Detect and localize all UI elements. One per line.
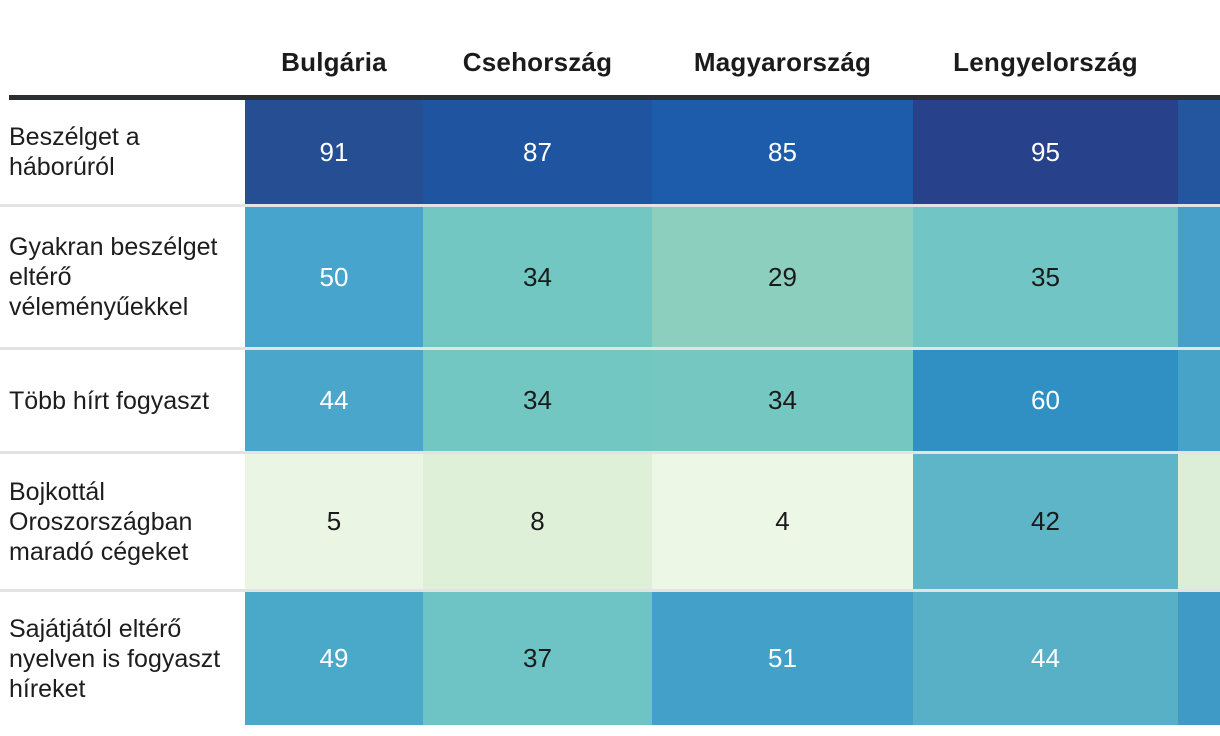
heatmap-cell: 51: [652, 592, 913, 725]
heatmap-cell: 4: [652, 454, 913, 589]
heatmap-cell: 91: [245, 100, 423, 204]
cell-value: 34: [768, 385, 797, 415]
row-label: Több hírt fogyaszt: [0, 350, 245, 451]
heatmap-cell: 34: [652, 350, 913, 451]
cell-value: 5: [326, 506, 342, 536]
cell-value: 91: [319, 136, 349, 167]
header-rule: [9, 95, 1220, 100]
cell-value: 34: [523, 261, 552, 292]
heatmap-cell: 95: [913, 100, 1178, 204]
heatmap-cell: 34: [423, 350, 652, 451]
cell-value: 50: [319, 261, 349, 292]
cell-value: 51: [768, 643, 797, 673]
heatmap-cell: 35: [913, 207, 1178, 347]
cell-value: 44: [319, 385, 349, 415]
cell-value: 87: [523, 136, 552, 167]
heatmap-cell: 8: [423, 454, 652, 589]
cell-value: 85: [768, 136, 797, 167]
table-row: Gyakran beszélget eltérő véleményűekkel …: [0, 204, 1220, 347]
table-body: Beszélget a háborúról 91 87 85 95 Gyakra…: [0, 100, 1220, 725]
heatmap-cell: 29: [652, 207, 913, 347]
heatmap-cell: 5: [245, 454, 423, 589]
heatmap-cell: [1178, 207, 1220, 347]
heatmap-cell: [1178, 454, 1220, 589]
heatmap-cell: [1178, 100, 1220, 204]
column-headers-row: Bulgária Csehország Magyarország Lengyel…: [0, 0, 1220, 95]
row-label: Beszélget a háborúról: [0, 100, 245, 204]
table-row: Sajátjától eltérő nyelven is fogyaszt hí…: [0, 589, 1220, 725]
cell-value: 37: [523, 643, 552, 673]
heatmap-cell: 87: [423, 100, 652, 204]
cell-value: 29: [768, 261, 797, 292]
heatmap-cell: 34: [423, 207, 652, 347]
table-row: Beszélget a háborúról 91 87 85 95: [0, 100, 1220, 204]
table-row: Bojkottál Oroszországban maradó cégeket …: [0, 451, 1220, 589]
cell-value: 60: [1031, 385, 1060, 415]
row-label: Sajátjától eltérő nyelven is fogyaszt hí…: [0, 592, 245, 725]
heatmap-cell: 85: [652, 100, 913, 204]
column-header-magyarorszag: Magyarország: [693, 47, 872, 77]
heatmap-cell: 44: [245, 350, 423, 451]
heatmap-cell: 50: [245, 207, 423, 347]
column-header-clipped: [1178, 0, 1220, 95]
cell-value: 49: [319, 643, 349, 673]
cell-value: 35: [1031, 261, 1060, 292]
heatmap-cell: 37: [423, 592, 652, 725]
heatmap-cell: 60: [913, 350, 1178, 451]
table-row: Több hírt fogyaszt 44 34 34 60: [0, 347, 1220, 451]
column-header-csehorszag: Csehország: [462, 47, 613, 77]
row-label: Gyakran beszélget eltérő véleményűekkel: [0, 207, 245, 347]
heatmap-cell: 44: [913, 592, 1178, 725]
cell-value: 4: [775, 506, 790, 536]
column-header-lengyelorszag: Lengyelország: [953, 47, 1138, 77]
heatmap-cell: [1178, 350, 1220, 451]
cell-value: 44: [1031, 643, 1060, 673]
cell-value: 42: [1031, 506, 1060, 536]
cell-value: 8: [530, 506, 545, 536]
row-label: Bojkottál Oroszországban maradó cégeket: [0, 454, 245, 589]
cell-value: 95: [1031, 136, 1060, 167]
column-header-bulgaria: Bulgária: [281, 47, 387, 77]
heatmap-cell: 42: [913, 454, 1178, 589]
cell-value: 34: [523, 385, 552, 415]
corner-spacer: [0, 0, 245, 95]
heatmap-cell: [1178, 592, 1220, 725]
heatmap-cell: 49: [245, 592, 423, 725]
